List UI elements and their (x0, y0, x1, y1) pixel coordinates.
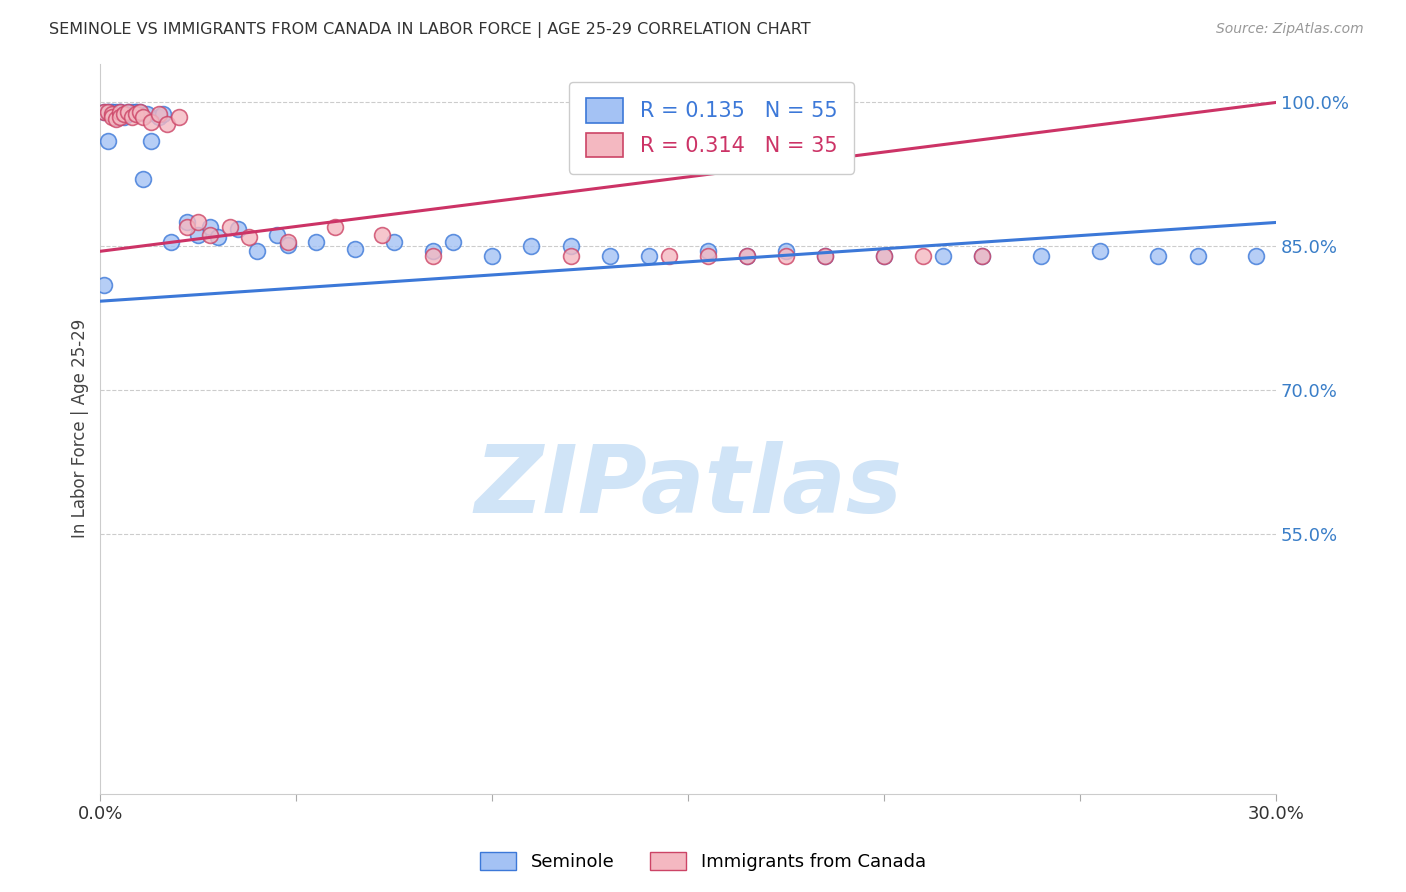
Point (325, 220, 347, 235)
Point (93, 277, 115, 292)
Point (422, 249, 444, 263)
Point (382, 235, 405, 249)
Point (117, 105, 139, 120)
Point (117, 105, 139, 120)
Point (266, 227, 288, 242)
Y-axis label: In Labor Force | Age 25-29: In Labor Force | Age 25-29 (72, 319, 89, 539)
Point (117, 107, 139, 121)
Point (121, 105, 143, 120)
Point (932, 249, 955, 263)
Point (226, 222, 249, 236)
Point (735, 249, 758, 263)
Point (912, 249, 935, 263)
Point (176, 220, 198, 235)
Point (167, 110, 190, 124)
Point (148, 107, 170, 121)
Point (112, 107, 135, 121)
Text: ZIPatlas: ZIPatlas (474, 442, 903, 533)
Point (873, 249, 896, 263)
Point (305, 235, 328, 249)
Text: Source: ZipAtlas.com: Source: ZipAtlas.com (1216, 22, 1364, 37)
Point (132, 110, 155, 124)
Point (108, 105, 131, 120)
Point (108, 105, 131, 120)
Legend: Seminole, Immigrants from Canada: Seminole, Immigrants from Canada (472, 845, 934, 879)
Point (873, 249, 896, 263)
Point (121, 110, 143, 124)
Point (1029, 249, 1052, 263)
Point (124, 105, 146, 120)
Point (136, 107, 159, 121)
Point (128, 105, 150, 120)
Point (160, 235, 183, 249)
Point (560, 249, 582, 263)
Point (696, 244, 718, 259)
Point (441, 235, 464, 249)
Point (1088, 244, 1111, 259)
Point (187, 215, 209, 229)
Point (658, 249, 681, 263)
Point (141, 134, 163, 148)
Point (246, 244, 269, 259)
Point (344, 243, 367, 257)
Point (187, 227, 209, 242)
Point (132, 172, 155, 186)
Point (1147, 249, 1170, 263)
Point (238, 230, 260, 244)
Point (814, 249, 837, 263)
Point (218, 220, 240, 235)
Point (277, 237, 299, 252)
Point (105, 110, 128, 124)
Point (970, 249, 993, 263)
Point (112, 110, 135, 124)
Point (124, 105, 146, 120)
Point (112, 107, 135, 121)
Point (198, 220, 221, 235)
Point (101, 105, 124, 120)
Point (105, 112, 128, 126)
Point (97, 134, 120, 148)
Point (152, 107, 174, 121)
Point (1187, 249, 1209, 263)
Point (735, 249, 758, 263)
Point (124, 107, 146, 121)
Point (560, 239, 582, 253)
Point (148, 110, 170, 124)
Point (599, 249, 621, 263)
Point (97, 105, 120, 120)
Point (93, 105, 115, 120)
Point (93, 105, 115, 120)
Point (101, 110, 124, 124)
Point (141, 114, 163, 128)
Point (277, 235, 299, 249)
Point (775, 249, 797, 263)
Point (101, 105, 124, 120)
Text: SEMINOLE VS IMMIGRANTS FROM CANADA IN LABOR FORCE | AGE 25-29 CORRELATION CHART: SEMINOLE VS IMMIGRANTS FROM CANADA IN LA… (49, 22, 811, 38)
Legend: R = 0.135   N = 55, R = 0.314   N = 35: R = 0.135 N = 55, R = 0.314 N = 35 (569, 82, 855, 174)
Point (970, 249, 993, 263)
Point (156, 117, 179, 131)
Point (198, 227, 221, 242)
Point (97, 105, 120, 120)
Point (520, 239, 543, 253)
Point (105, 105, 128, 120)
Point (128, 105, 150, 120)
Point (101, 107, 124, 121)
Point (422, 244, 444, 259)
Point (814, 249, 837, 263)
Point (481, 249, 503, 263)
Point (207, 230, 229, 244)
Point (638, 249, 661, 263)
Point (176, 215, 198, 229)
Point (371, 227, 394, 242)
Point (108, 110, 131, 124)
Point (108, 105, 131, 120)
Point (775, 244, 797, 259)
Point (1246, 249, 1268, 263)
Point (696, 249, 718, 263)
Point (97, 105, 120, 120)
